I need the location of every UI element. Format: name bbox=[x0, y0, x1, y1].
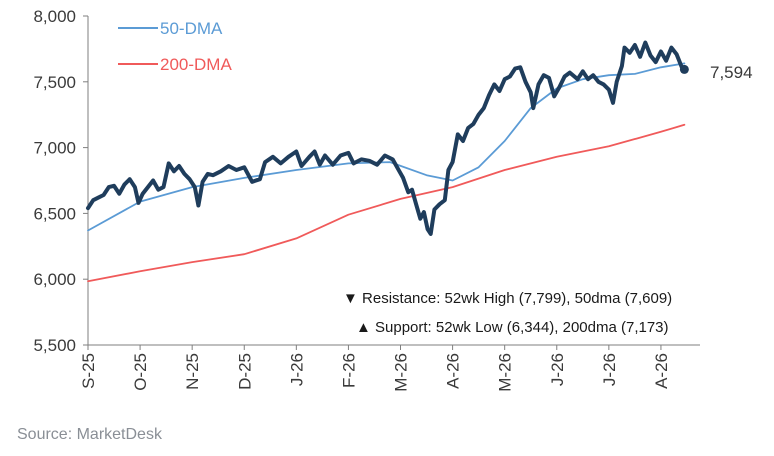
x-tick-label: A-26 bbox=[444, 353, 463, 389]
series-line-dma50 bbox=[87, 62, 686, 232]
x-tick-label: J-26 bbox=[600, 353, 619, 386]
y-axis: 5,500 6,000 6,500 7,000 7,500 8,000 bbox=[33, 7, 89, 355]
x-tick-label: D-25 bbox=[235, 353, 254, 390]
x-tick-label: J-26 bbox=[548, 353, 567, 386]
y-tick-label: 7,500 bbox=[33, 73, 76, 92]
x-tick-label: O-25 bbox=[131, 353, 150, 391]
y-tick-label: 7,000 bbox=[33, 139, 76, 158]
x-tick-label: M-26 bbox=[392, 353, 411, 392]
x-tick-label: M-26 bbox=[496, 353, 515, 392]
last-point-marker bbox=[679, 64, 689, 74]
y-tick-label: 6,000 bbox=[33, 270, 76, 289]
chart: 5,500 6,000 6,500 7,000 7,500 8,000 S-25 O-25 N… bbox=[33, 7, 753, 392]
y-tick-label: 6,500 bbox=[33, 204, 76, 223]
y-tick-label: 8,000 bbox=[33, 7, 76, 26]
legend-label-50dma: 50-DMA bbox=[160, 19, 223, 38]
x-tick-label: J-26 bbox=[287, 353, 306, 386]
resistance-annotation: ▼ Resistance: 52wk High (7,799), 50dma (… bbox=[343, 290, 672, 307]
source-note: Source: MarketDesk bbox=[17, 426, 162, 443]
x-tick-label: F-26 bbox=[339, 353, 358, 388]
series-line-price bbox=[86, 40, 687, 236]
series-line-dma200 bbox=[87, 123, 686, 283]
last-value-label: 7,594 bbox=[710, 63, 753, 82]
x-tick-label: A-26 bbox=[652, 353, 671, 389]
x-tick-label: N-25 bbox=[183, 353, 202, 390]
plot-area bbox=[86, 40, 689, 283]
support-annotation: ▲ Support: 52wk Low (6,344), 200dma (7,1… bbox=[356, 319, 669, 336]
x-axis: S-25 O-25 N-25 D-25 J-26 F-26 M-26 A-26 M-26 J-26… bbox=[79, 344, 700, 392]
legend: 50-DMA 200-DMA bbox=[118, 19, 232, 74]
legend-label-200dma: 200-DMA bbox=[160, 55, 232, 74]
y-tick-label: 5,500 bbox=[33, 336, 76, 355]
x-tick-label: S-25 bbox=[79, 353, 98, 389]
annotation-box: ▼ Resistance: 52wk High (7,799), 50dma (… bbox=[343, 290, 672, 336]
